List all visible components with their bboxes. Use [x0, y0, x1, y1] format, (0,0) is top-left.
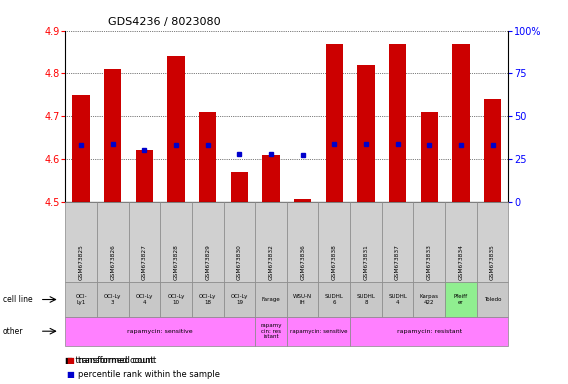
Text: GSM673828: GSM673828 — [174, 245, 178, 280]
Text: rapamycin: resistant: rapamycin: resistant — [396, 329, 462, 334]
Bar — [484, 99, 501, 202]
Bar — [420, 112, 438, 202]
Text: GSM673834: GSM673834 — [458, 245, 463, 280]
Text: GSM673825: GSM673825 — [78, 245, 83, 280]
Text: OCI-Ly
4: OCI-Ly 4 — [136, 294, 153, 305]
Text: ■: ■ — [66, 370, 74, 379]
Bar — [389, 43, 406, 202]
Bar — [73, 95, 90, 202]
Text: GSM673838: GSM673838 — [332, 245, 337, 280]
Text: GSM673837: GSM673837 — [395, 245, 400, 280]
Text: OCI-Ly
3: OCI-Ly 3 — [104, 294, 122, 305]
Text: OCI-Ly
18: OCI-Ly 18 — [199, 294, 216, 305]
Text: Toledo: Toledo — [484, 297, 502, 302]
Text: SUDHL
6: SUDHL 6 — [325, 294, 344, 305]
Text: GSM673830: GSM673830 — [237, 245, 242, 280]
Text: OCI-
Ly1: OCI- Ly1 — [76, 294, 87, 305]
Bar — [231, 172, 248, 202]
Text: ■: ■ — [66, 356, 74, 366]
Bar — [262, 155, 279, 202]
Text: OCI-Ly
10: OCI-Ly 10 — [168, 294, 185, 305]
Text: Pfeiff
er: Pfeiff er — [454, 294, 468, 305]
Text: GSM673833: GSM673833 — [427, 245, 432, 280]
Bar — [199, 112, 216, 202]
Text: SUDHL
4: SUDHL 4 — [388, 294, 407, 305]
Text: transformed count: transformed count — [78, 356, 156, 366]
Text: WSU-N
IH: WSU-N IH — [293, 294, 312, 305]
Text: GSM673832: GSM673832 — [269, 245, 274, 280]
Text: Karpas
422: Karpas 422 — [420, 294, 438, 305]
Text: GSM673836: GSM673836 — [300, 245, 305, 280]
Text: OCI-Ly
19: OCI-Ly 19 — [231, 294, 248, 305]
Text: Farage: Farage — [262, 297, 281, 302]
Text: rapamycin: sensitive: rapamycin: sensitive — [290, 329, 347, 334]
Text: ■ transformed count: ■ transformed count — [65, 356, 154, 366]
Bar — [136, 150, 153, 202]
Text: GDS4236 / 8023080: GDS4236 / 8023080 — [108, 17, 220, 27]
Text: rapamycin: sensitive: rapamycin: sensitive — [127, 329, 193, 334]
Text: GSM673829: GSM673829 — [205, 245, 210, 280]
Text: other: other — [3, 327, 23, 336]
Text: cell line: cell line — [3, 295, 32, 304]
Text: GSM673826: GSM673826 — [110, 245, 115, 280]
Bar — [452, 43, 470, 202]
Bar — [168, 56, 185, 202]
Text: GSM673831: GSM673831 — [364, 245, 369, 280]
Text: SUDHL
8: SUDHL 8 — [357, 294, 375, 305]
Text: rapamy
cin: res
istant: rapamy cin: res istant — [260, 323, 282, 339]
Bar — [104, 69, 122, 202]
Bar — [357, 65, 375, 202]
Text: GSM673827: GSM673827 — [142, 245, 147, 280]
Text: GSM673835: GSM673835 — [490, 245, 495, 280]
Bar — [294, 199, 311, 202]
Text: percentile rank within the sample: percentile rank within the sample — [78, 370, 220, 379]
Bar — [325, 43, 343, 202]
